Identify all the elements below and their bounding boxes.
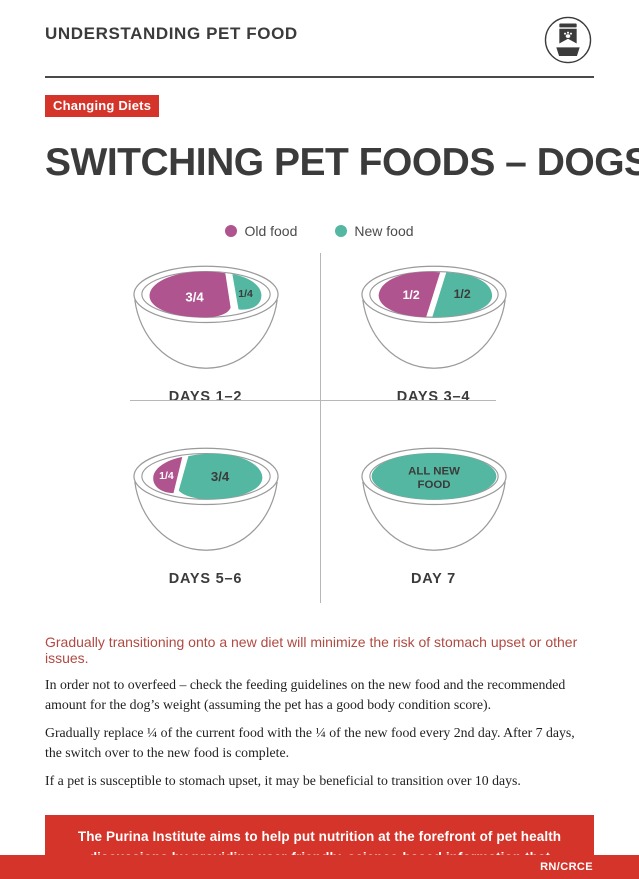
svg-text:1/2: 1/2 xyxy=(402,288,419,302)
svg-text:1/2: 1/2 xyxy=(453,287,470,301)
footer-bar: RN/CRCE xyxy=(0,855,639,879)
bowl-label: DAYS 1–2 xyxy=(168,389,243,405)
category-badge: Changing Diets xyxy=(45,95,160,117)
bowl-illustration: 1/4 3/4 xyxy=(132,447,279,551)
new-food-swatch-icon xyxy=(335,225,348,237)
legend: Old food New food xyxy=(45,223,594,239)
bowl-illustration: 1/2 1/2 xyxy=(360,265,507,369)
bowl-label: DAY 7 xyxy=(410,571,457,587)
page-title: SWITCHING PET FOODS – DOGS xyxy=(45,141,639,184)
bowl-label: DAYS 3–4 xyxy=(396,389,471,405)
legend-label-new-food: New food xyxy=(354,223,414,239)
svg-text:3/4: 3/4 xyxy=(210,469,229,484)
bowl-panel-days-5-6: 1/4 3/4 DAYS 5–6 xyxy=(92,427,320,609)
pet-food-bag-and-bowl-icon xyxy=(542,14,594,66)
footer-code: RN/CRCE xyxy=(540,861,593,873)
header-title: UNDERSTANDING PET FOOD xyxy=(45,24,298,43)
legend-label-old-food: Old food xyxy=(244,223,298,239)
highlight-statement: Gradually transitioning onto a new diet … xyxy=(45,634,578,666)
legend-item-new-food: New food xyxy=(335,223,414,239)
svg-text:1/4: 1/4 xyxy=(159,470,174,482)
body-copy: In order not to overfeed – check the fee… xyxy=(45,675,594,791)
horizontal-divider xyxy=(129,400,496,401)
paragraph: If a pet is susceptible to stomach upset… xyxy=(45,773,521,789)
svg-text:FOOD: FOOD xyxy=(417,479,450,491)
bowl-label: DAYS 5–6 xyxy=(168,571,243,587)
paragraph: In order not to overfeed – check the fee… xyxy=(45,677,566,712)
bowl-panel-days-1-2: 3/4 1/4 DAYS 1–2 xyxy=(92,253,320,427)
paragraph: Gradually replace ¼ of the current food … xyxy=(45,725,575,760)
legend-item-old-food: Old food xyxy=(225,223,297,239)
svg-text:1/4: 1/4 xyxy=(238,288,253,300)
bowl-panel-day-7: ALL NEW FOOD DAY 7 xyxy=(320,427,548,609)
header: UNDERSTANDING PET FOOD xyxy=(45,0,594,66)
vertical-divider xyxy=(319,253,321,603)
bowl-illustration: 3/4 1/4 xyxy=(132,265,279,369)
old-food-swatch-icon xyxy=(225,225,238,237)
bowl-diagram: 3/4 1/4 DAYS 1–2 1/2 1/2 DAYS 3–4 1/4 3/4 D… xyxy=(92,253,548,609)
svg-text:ALL NEW: ALL NEW xyxy=(408,466,460,478)
header-divider xyxy=(45,76,594,78)
svg-text:3/4: 3/4 xyxy=(185,289,204,304)
bowl-panel-days-3-4: 1/2 1/2 DAYS 3–4 xyxy=(320,253,548,427)
